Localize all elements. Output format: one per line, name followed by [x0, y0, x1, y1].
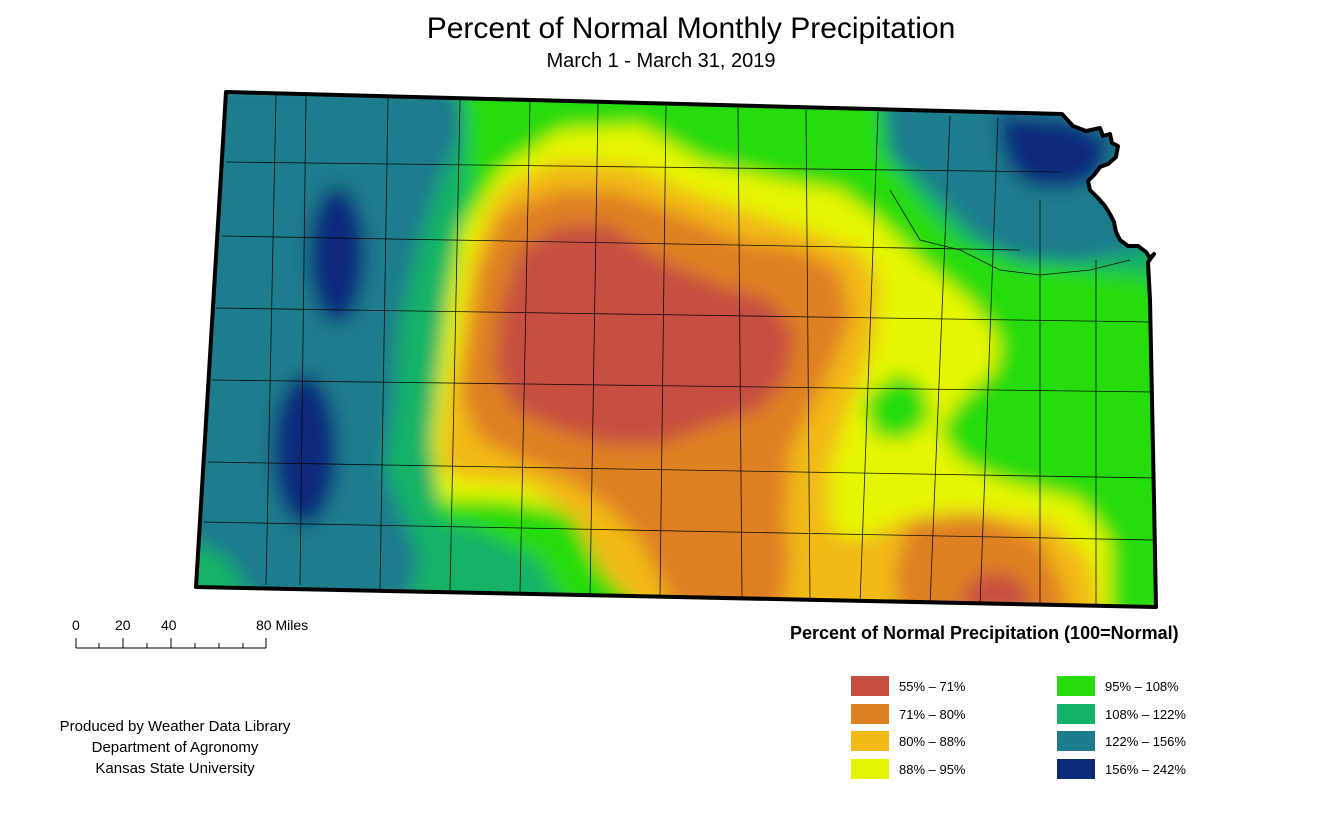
scale-bar: 0 20 40 80 Miles: [60, 614, 340, 654]
legend-swatch: [1057, 759, 1095, 779]
scale-tick-40: 40: [161, 617, 177, 633]
legend-swatch: [851, 759, 889, 779]
scale-tick-0: 0: [72, 617, 80, 633]
legend-item: 55% – 71%: [851, 676, 966, 696]
map-subtitle: March 1 - March 31, 2019: [546, 50, 776, 72]
scale-tick-20: 20: [115, 617, 131, 633]
county-boundaries: [203, 94, 1155, 607]
legend-title: Percent of Normal Precipitation (100=Nor…: [790, 623, 1179, 643]
legend-swatch: [851, 676, 889, 696]
scale-tick-80: 80 Miles: [256, 617, 309, 633]
legend-swatch: [851, 704, 889, 724]
legend-swatch: [851, 731, 889, 751]
credit-line-2: Department of Agronomy: [91, 739, 259, 756]
legend-swatch: [1057, 731, 1095, 751]
credit-line-1: Produced by Weather Data Library: [59, 718, 291, 735]
precipitation-surface: [196, 92, 1156, 607]
legend-label: 80% – 88%: [899, 733, 966, 749]
legend-item: 71% – 80%: [851, 704, 966, 724]
legend-label: 71% – 80%: [899, 706, 966, 722]
legend-swatch: [1057, 676, 1095, 696]
legend-item: 88% – 95%: [851, 759, 966, 779]
legend-item: 156% – 242%: [1057, 759, 1186, 779]
map-title: Percent of Normal Monthly Precipitation: [426, 12, 956, 45]
legend-item: 80% – 88%: [851, 731, 966, 751]
legend-swatch: [1057, 704, 1095, 724]
legend-item: 122% – 156%: [1057, 731, 1186, 751]
legend-label: 156% – 242%: [1105, 761, 1186, 777]
credit-line-3: Kansas State University: [95, 760, 255, 777]
legend-item: 108% – 122%: [1057, 704, 1186, 724]
legend-label: 108% – 122%: [1105, 706, 1186, 722]
legend-label: 122% – 156%: [1105, 733, 1186, 749]
legend-item: 95% – 108%: [1057, 676, 1179, 696]
legend: 55% – 71% 71% – 80% 80% – 88% 88% – 95% …: [851, 676, 1251, 786]
credit-block: Produced by Weather Data Library Departm…: [20, 716, 330, 779]
legend-label: 95% – 108%: [1105, 678, 1179, 694]
legend-label: 55% – 71%: [899, 678, 966, 694]
legend-label: 88% – 95%: [899, 761, 966, 777]
